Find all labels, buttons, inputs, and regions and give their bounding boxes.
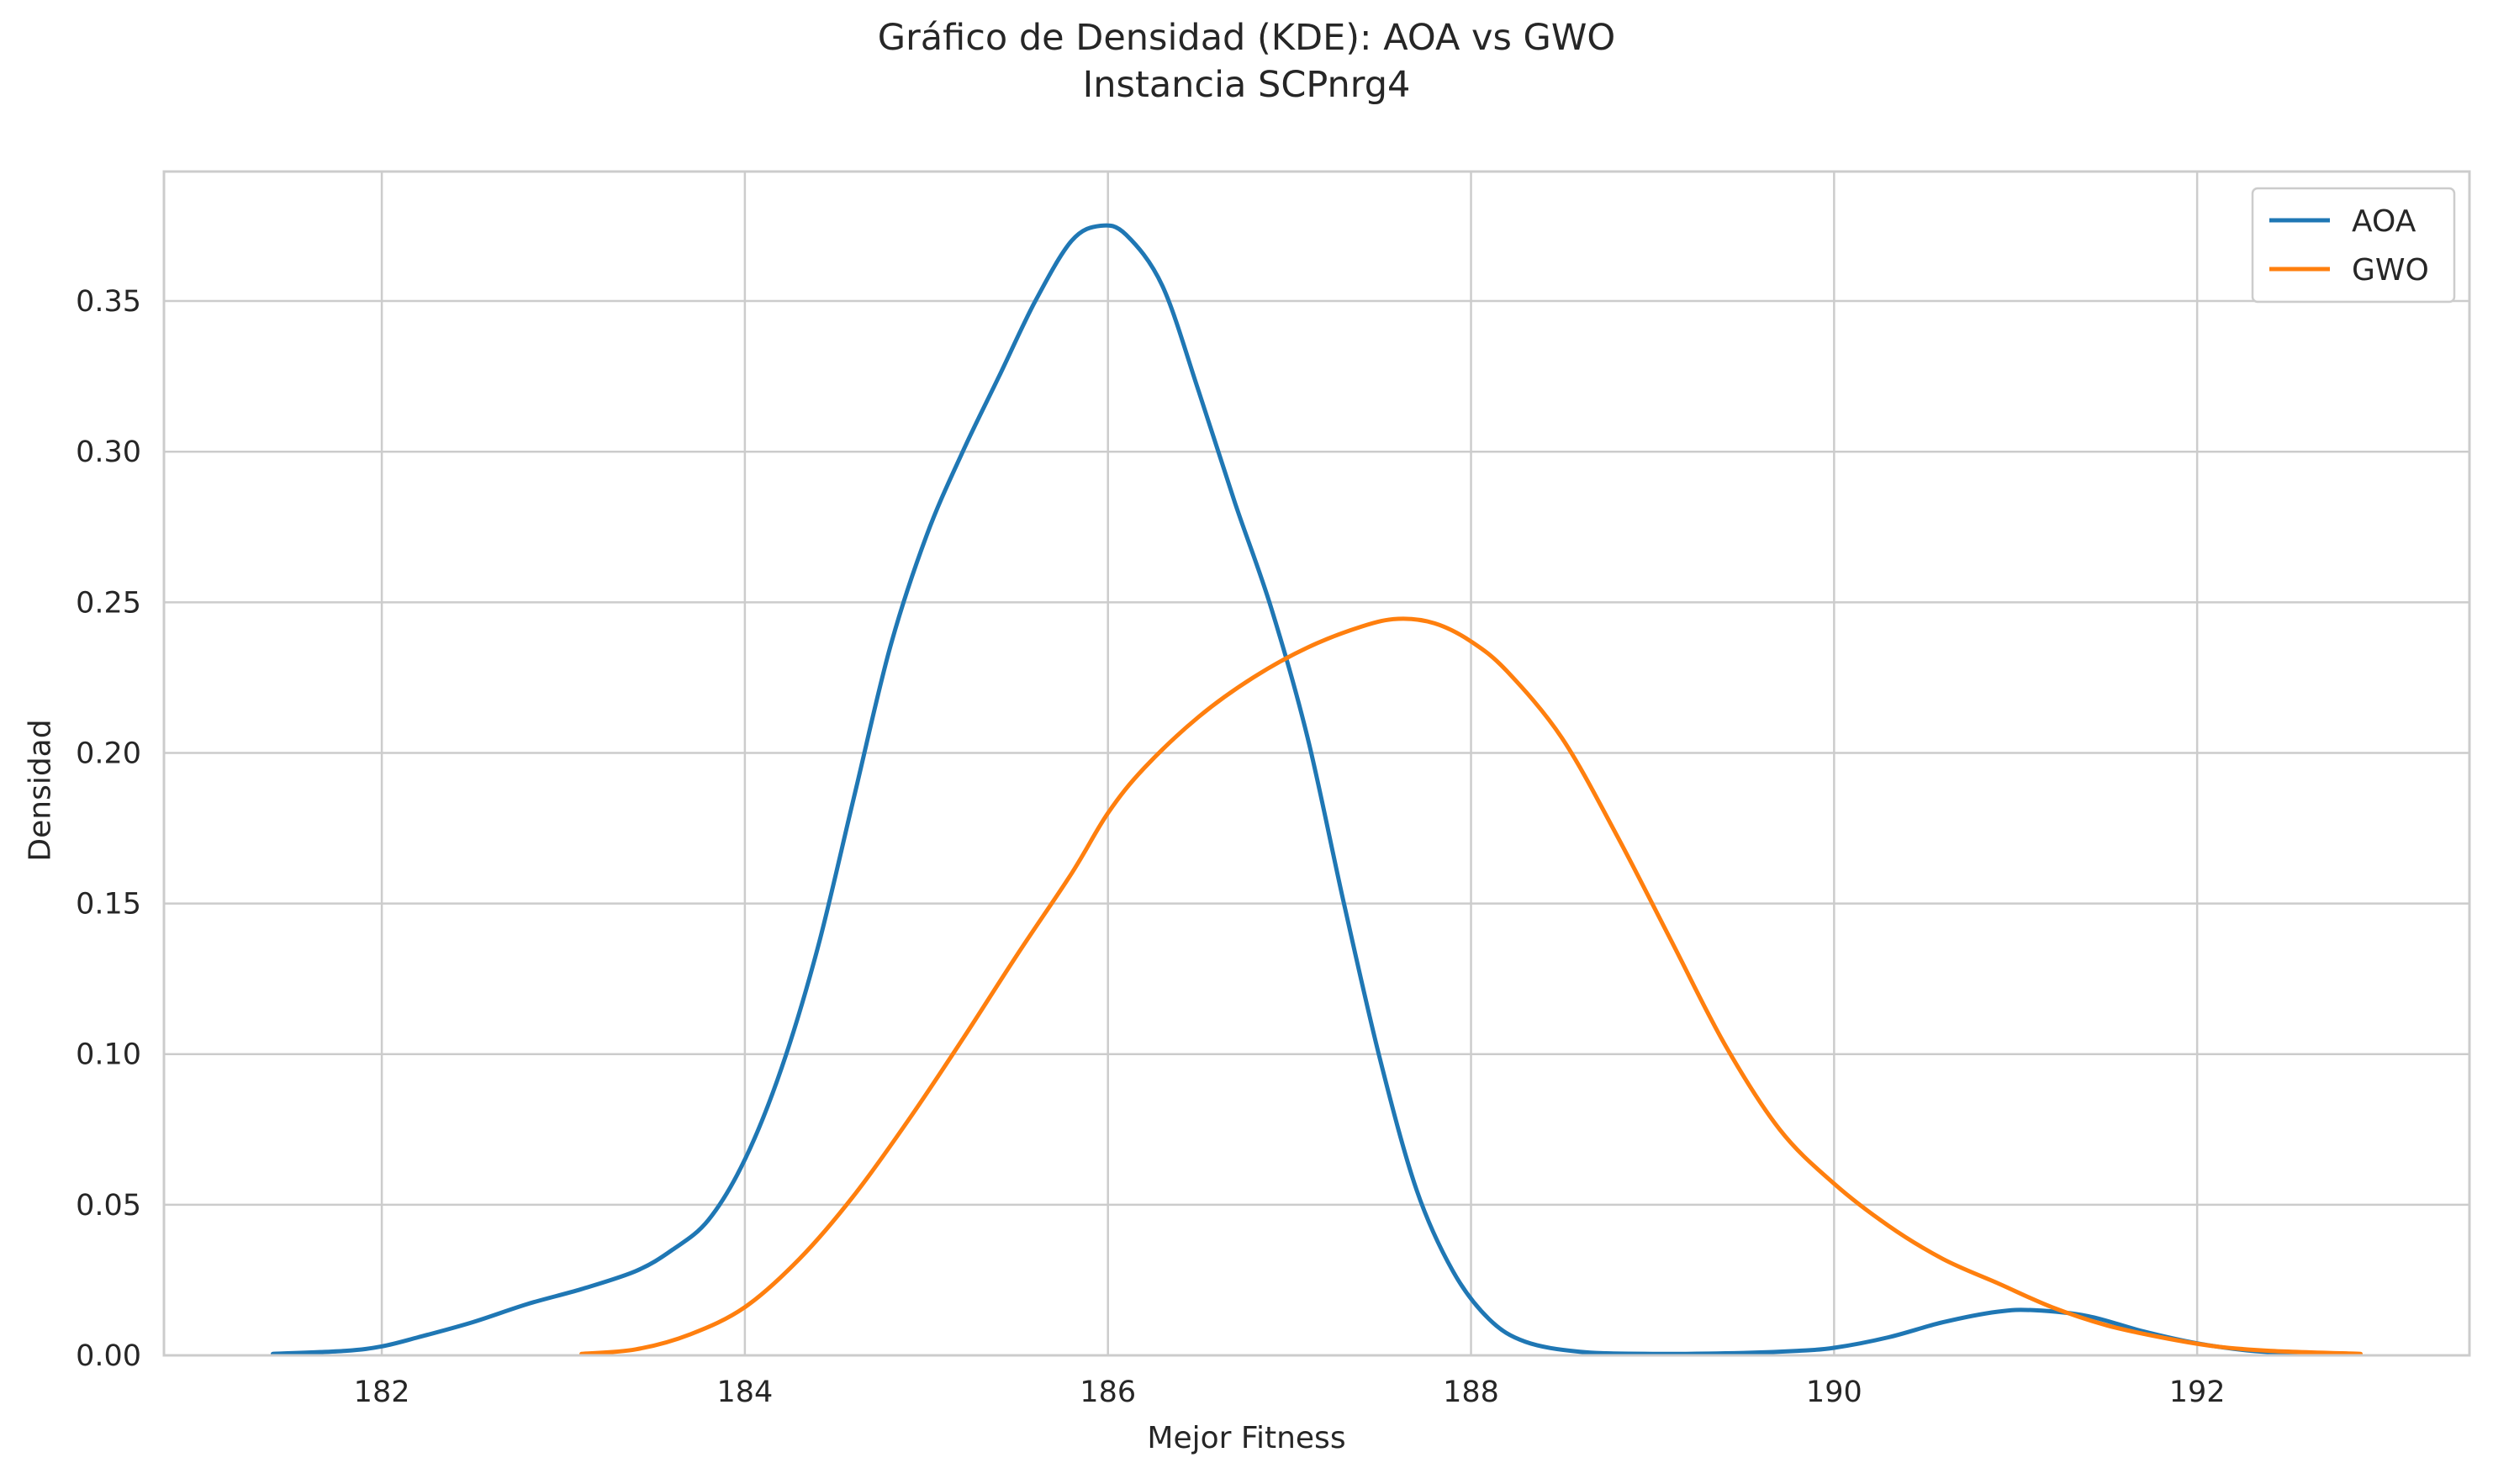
chart-subtitle: Instancia SCPnrg4 <box>1082 64 1411 106</box>
series-line-aoa <box>271 223 2309 1356</box>
legend: AOA GWO <box>2251 187 2456 304</box>
legend-label-gwo: GWO <box>2352 253 2429 288</box>
chart-title: Gráfico de Densidad (KDE): AOA vs GWO <box>877 17 1616 59</box>
x-tick-label: 186 <box>1080 1376 1136 1409</box>
tick-labels: 182 184 186 188 190 192 0.00 0.05 0.10 0.15 0.20 0.… <box>76 285 2225 1409</box>
y-tick-label: 0.00 <box>76 1339 141 1373</box>
series-lines <box>271 223 2363 1356</box>
x-tick-label: 182 <box>354 1376 410 1409</box>
x-axis-label: Mejor Fitness <box>1147 1421 1346 1455</box>
grid-lines <box>164 172 2469 1357</box>
y-tick-label: 0.05 <box>76 1189 141 1223</box>
y-tick-label: 0.30 <box>76 436 141 469</box>
series-line-gwo <box>579 616 2363 1356</box>
x-tick-label: 192 <box>2169 1376 2226 1409</box>
axes-frame <box>162 170 2471 1357</box>
y-tick-label: 0.20 <box>76 737 141 770</box>
x-tick-label: 184 <box>716 1376 773 1409</box>
legend-label-aoa: AOA <box>2352 204 2416 239</box>
y-tick-label: 0.15 <box>76 888 141 922</box>
x-tick-label: 190 <box>1806 1376 1862 1409</box>
y-axis-label: Densidad <box>23 719 58 862</box>
y-tick-label: 0.35 <box>76 285 141 319</box>
legend-box <box>2251 187 2456 304</box>
y-tick-label: 0.25 <box>76 586 141 620</box>
x-tick-label: 188 <box>1443 1376 1499 1409</box>
y-tick-label: 0.10 <box>76 1038 141 1072</box>
